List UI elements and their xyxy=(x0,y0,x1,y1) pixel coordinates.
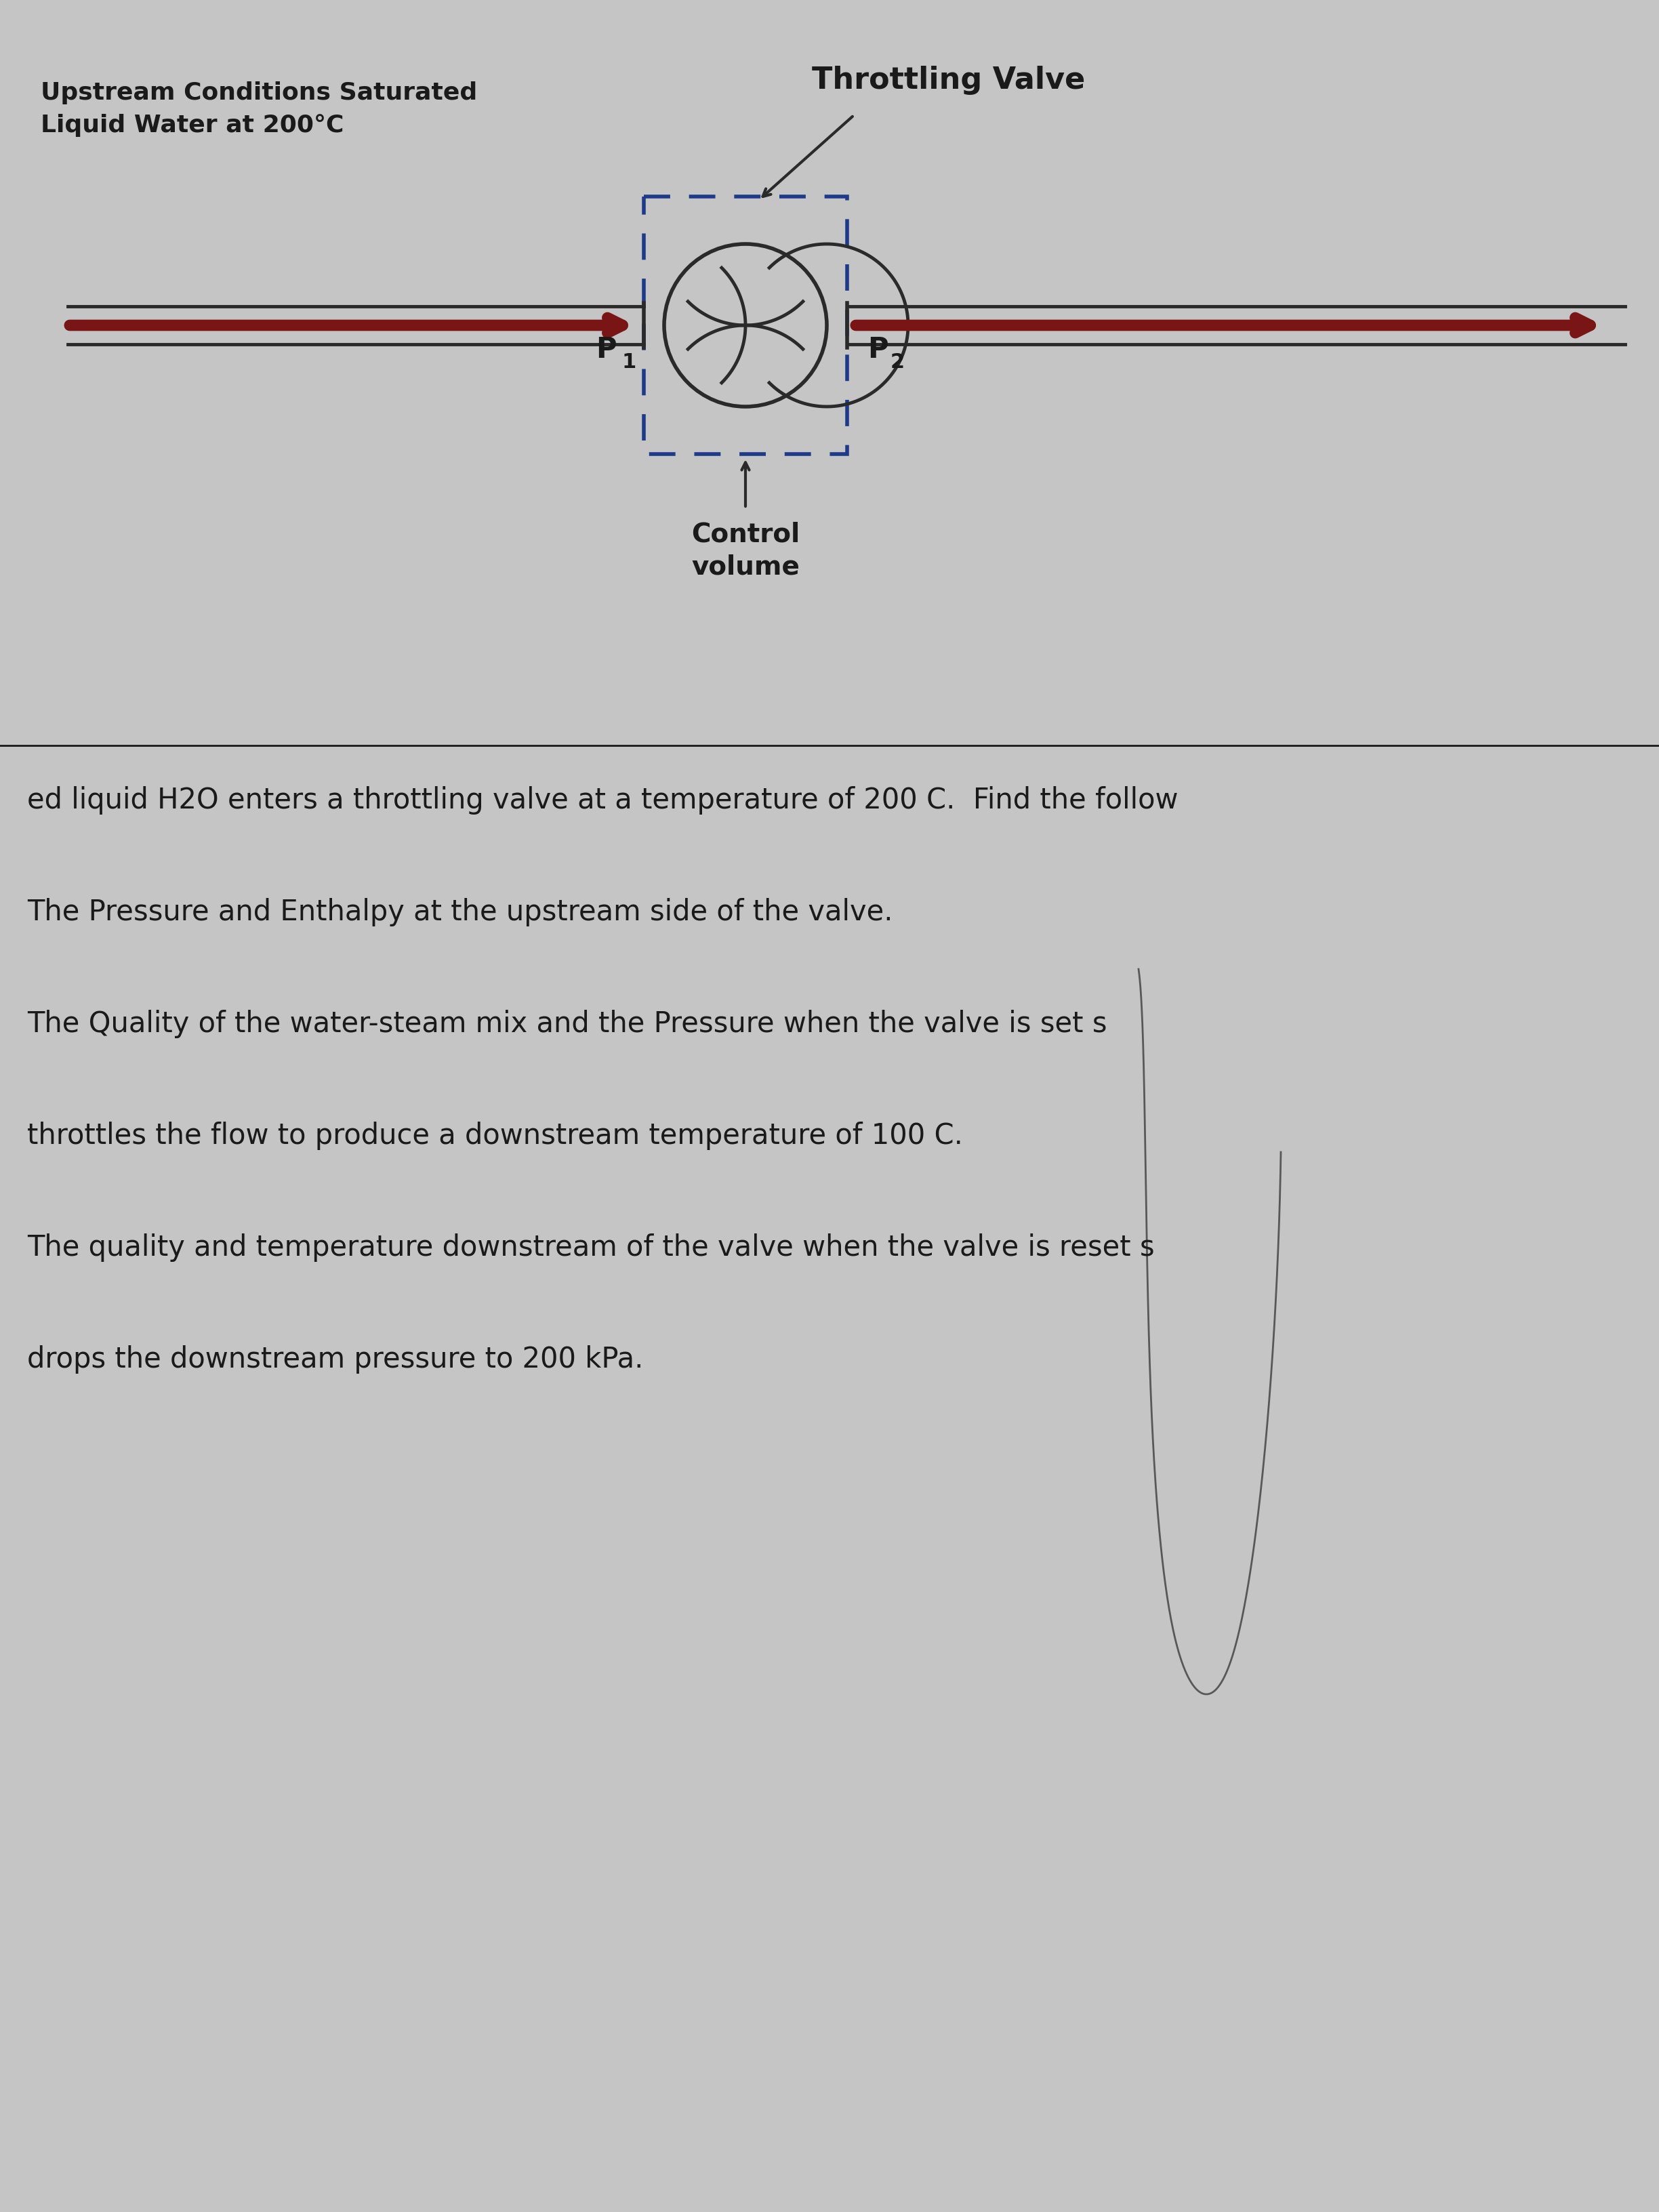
Text: drops the downstream pressure to 200 kPa.: drops the downstream pressure to 200 kPa… xyxy=(27,1345,644,1374)
Text: Control
volume: Control volume xyxy=(692,522,800,580)
Text: P: P xyxy=(868,336,888,365)
Text: The Quality of the water-steam mix and the Pressure when the valve is set s: The Quality of the water-steam mix and t… xyxy=(27,1009,1107,1037)
Text: The Pressure and Enthalpy at the upstream side of the valve.: The Pressure and Enthalpy at the upstrea… xyxy=(27,898,893,927)
Text: Upstream Conditions Saturated
Liquid Water at 200°C: Upstream Conditions Saturated Liquid Wat… xyxy=(41,82,478,137)
Text: Throttling Valve: Throttling Valve xyxy=(813,66,1085,95)
Text: P: P xyxy=(596,336,617,365)
Text: ed liquid H2O enters a throttling valve at a temperature of 200 C.  Find the fol: ed liquid H2O enters a throttling valve … xyxy=(27,785,1178,814)
Text: 1: 1 xyxy=(622,352,637,372)
Text: 2: 2 xyxy=(891,352,904,372)
Text: The quality and temperature downstream of the valve when the valve is reset s: The quality and temperature downstream o… xyxy=(27,1234,1155,1261)
Text: throttles the flow to produce a downstream temperature of 100 C.: throttles the flow to produce a downstre… xyxy=(27,1121,962,1150)
